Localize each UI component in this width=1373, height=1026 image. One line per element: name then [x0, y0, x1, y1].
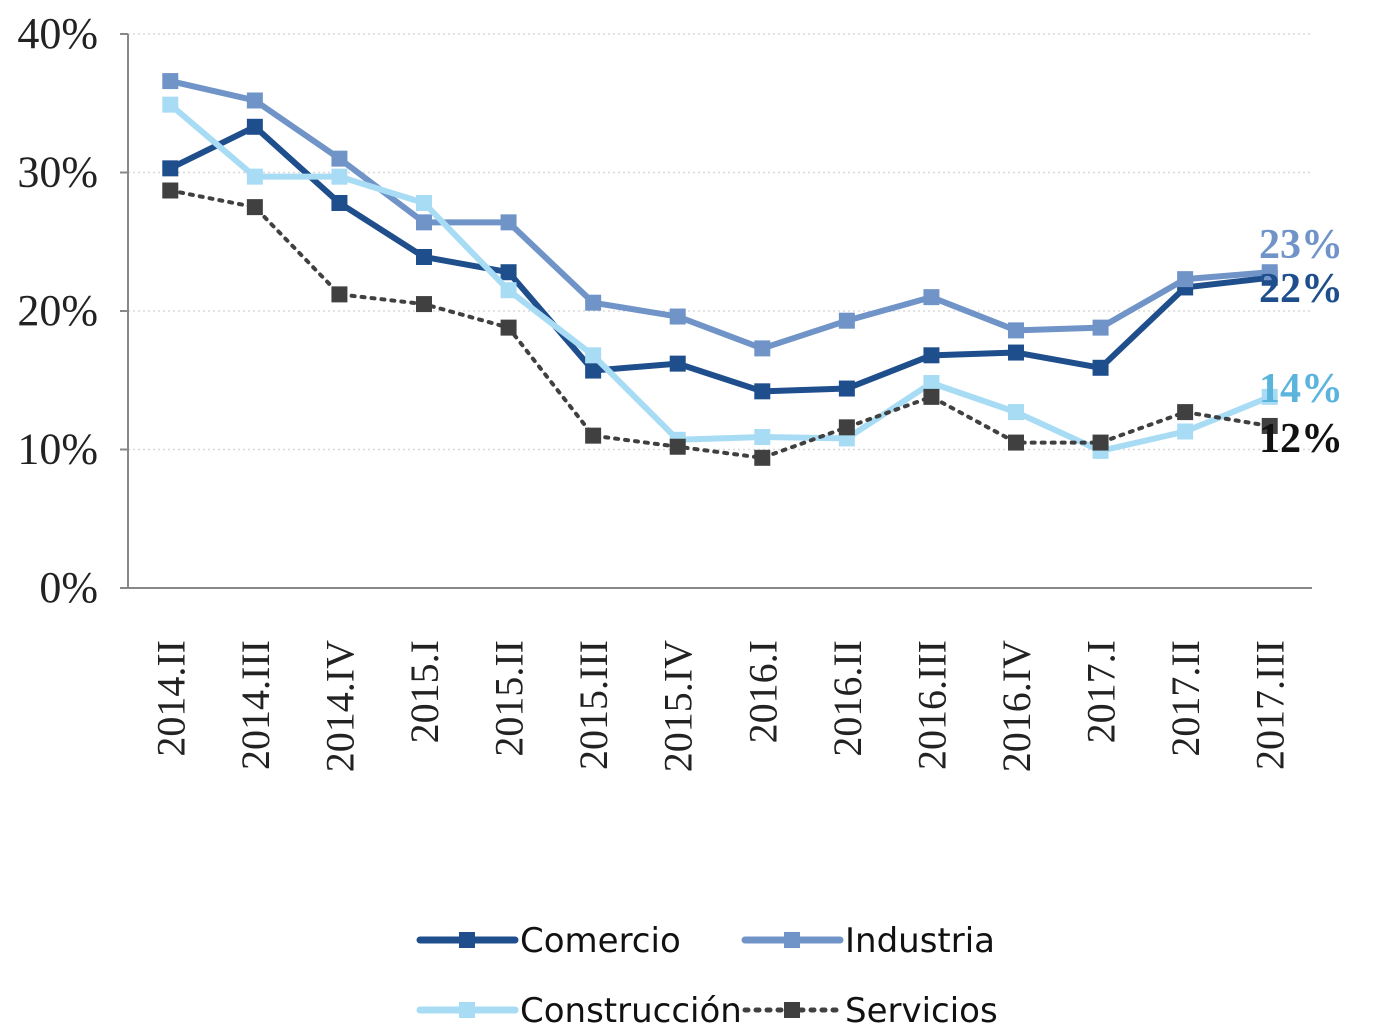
legend-label: Servicios	[845, 991, 998, 1026]
marker	[416, 194, 432, 211]
legend-label: Construcción	[520, 991, 742, 1026]
x-tick-label: 2014.IV	[317, 640, 362, 772]
marker	[838, 312, 855, 329]
marker	[1008, 322, 1024, 339]
marker	[1261, 417, 1278, 434]
x-tick-label: 2016.I	[740, 640, 785, 743]
y-tick-label: 30%	[17, 148, 98, 197]
y-tick-label: 40%	[17, 9, 98, 58]
marker	[585, 347, 602, 364]
series-line	[167, 101, 1273, 454]
marker	[246, 168, 263, 185]
end-label: 12%	[1259, 416, 1343, 462]
marker	[923, 375, 940, 392]
y-tick-label: 10%	[17, 425, 98, 474]
marker	[416, 214, 432, 231]
marker	[1261, 264, 1278, 281]
x-tick-label: 2017.III	[1248, 640, 1293, 770]
marker	[838, 380, 855, 397]
marker	[331, 194, 348, 211]
marker	[838, 419, 855, 436]
marker	[416, 248, 432, 265]
marker	[585, 294, 602, 311]
marker	[331, 286, 348, 303]
marker	[162, 73, 179, 90]
series-line	[167, 78, 1273, 352]
marker	[754, 429, 771, 446]
marker	[1177, 271, 1194, 288]
legend-marker	[459, 1002, 475, 1018]
marker	[585, 427, 602, 444]
marker	[500, 264, 517, 281]
legend-marker	[459, 932, 475, 948]
x-tick-label: 2017.I	[1079, 640, 1124, 743]
marker	[1177, 423, 1194, 440]
y-tick-label: 20%	[17, 286, 98, 335]
marker	[162, 182, 179, 199]
marker	[1261, 388, 1278, 405]
marker	[1092, 359, 1109, 376]
legend-marker	[784, 1002, 800, 1018]
marker	[923, 347, 940, 364]
x-tick-label: 2014.III	[233, 640, 278, 770]
end-label: 22%	[1259, 266, 1343, 312]
series-line	[167, 123, 1273, 395]
marker	[500, 319, 517, 336]
marker	[754, 449, 771, 466]
x-tick-label: 2016.II	[825, 640, 870, 757]
series-line	[168, 188, 1272, 460]
marker	[669, 438, 686, 455]
marker	[1177, 404, 1194, 421]
marker	[1092, 434, 1109, 451]
marker	[1092, 319, 1109, 336]
x-tick-label: 2017.II	[1163, 640, 1208, 757]
marker	[1008, 434, 1024, 451]
marker	[923, 289, 940, 306]
x-tick-label: 2016.IV	[994, 640, 1039, 772]
marker	[669, 355, 686, 372]
marker	[331, 168, 348, 185]
marker	[246, 118, 263, 135]
marker	[162, 160, 179, 177]
x-tick-label: 2015.II	[487, 640, 532, 757]
marker	[500, 214, 517, 231]
marker	[246, 92, 263, 109]
x-tick-label: 2015.I	[402, 640, 447, 743]
marker	[246, 199, 263, 216]
x-tick-label: 2014.II	[148, 640, 193, 757]
x-tick-label: 2016.III	[909, 640, 954, 770]
x-tick-label: 2015.III	[571, 640, 616, 770]
x-tick-label: 2015.IV	[656, 640, 701, 772]
marker	[585, 362, 602, 379]
legend-marker	[784, 932, 800, 948]
marker	[416, 296, 432, 313]
marker	[754, 383, 771, 400]
end-label: 14%	[1259, 366, 1343, 412]
legend-label: Industria	[845, 921, 995, 961]
marker	[1008, 344, 1024, 361]
marker	[669, 308, 686, 325]
end-label: 23%	[1259, 222, 1343, 268]
marker	[754, 340, 771, 357]
marker	[331, 150, 348, 167]
y-tick-label: 0%	[39, 563, 98, 612]
marker	[500, 282, 517, 299]
legend-label: Comercio	[520, 921, 681, 961]
marker	[162, 96, 179, 113]
marker	[923, 388, 940, 405]
marker	[1008, 404, 1024, 421]
